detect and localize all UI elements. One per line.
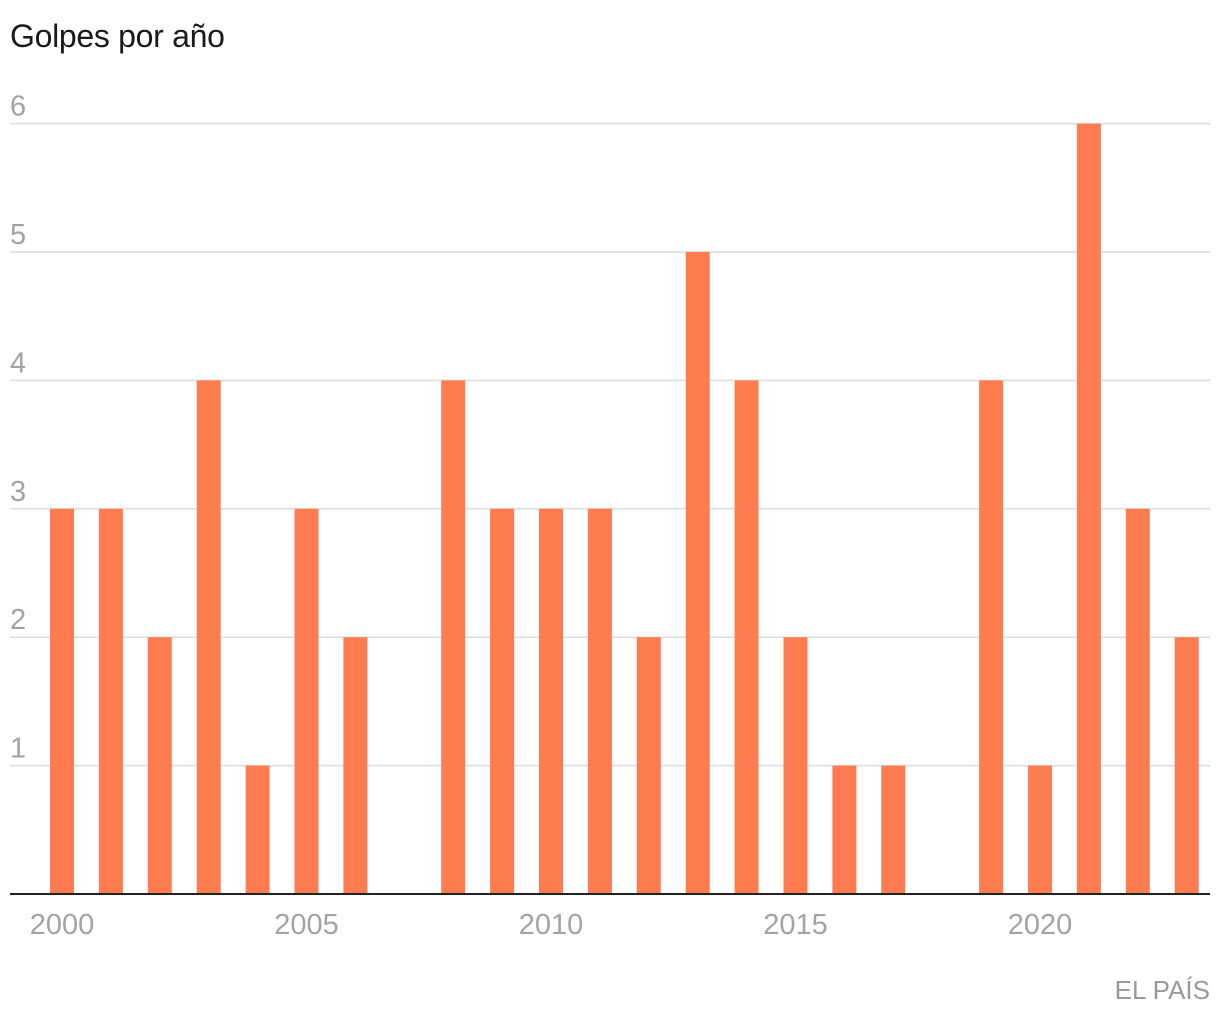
x-tick-label-2010: 2010 bbox=[519, 909, 584, 941]
x-axis-tick-labels: 2000 2005 2010 2015 2020 bbox=[30, 909, 1073, 941]
bar-2004 bbox=[245, 765, 270, 894]
bar-2000 bbox=[50, 508, 74, 894]
y-tick-label-4: 4 bbox=[10, 347, 26, 379]
bar-2003 bbox=[196, 380, 221, 894]
y-tick-label-5: 5 bbox=[10, 219, 26, 251]
bars bbox=[50, 123, 1199, 895]
bar-2013 bbox=[685, 252, 710, 894]
bar-2012 bbox=[636, 637, 661, 894]
bar-2001 bbox=[98, 508, 123, 894]
bar-2022 bbox=[1125, 508, 1150, 894]
bar-2008 bbox=[441, 380, 466, 894]
x-tick-label-2000: 2000 bbox=[30, 909, 95, 941]
y-tick-label-3: 3 bbox=[10, 476, 26, 508]
bar-2020 bbox=[1028, 765, 1052, 894]
bar-2009 bbox=[490, 508, 515, 894]
y-tick-label-1: 1 bbox=[10, 733, 26, 765]
bar-2002 bbox=[147, 637, 172, 894]
x-tick-label-2020: 2020 bbox=[1008, 909, 1073, 941]
bar-2015 bbox=[783, 637, 808, 894]
bar-2019 bbox=[979, 380, 1004, 894]
y-axis-tick-labels: 1 2 3 4 5 6 bbox=[10, 91, 26, 765]
bar-2016 bbox=[832, 765, 857, 894]
bar-2006 bbox=[343, 637, 368, 894]
chart-title: Golpes por año bbox=[10, 18, 225, 54]
x-tick-label-2005: 2005 bbox=[274, 909, 339, 941]
bar-2021 bbox=[1076, 123, 1101, 895]
bar-2014 bbox=[734, 380, 759, 894]
y-tick-label-2: 2 bbox=[10, 604, 26, 636]
bar-2010 bbox=[539, 508, 563, 894]
bar-2005 bbox=[294, 508, 319, 894]
y-tick-label-6: 6 bbox=[10, 91, 26, 123]
bar-2023 bbox=[1174, 637, 1199, 894]
x-tick-label-2015: 2015 bbox=[763, 909, 828, 941]
source-credit: EL PAÍS bbox=[1114, 975, 1210, 1005]
bar-2017 bbox=[881, 765, 906, 894]
bar-2011 bbox=[587, 508, 612, 894]
